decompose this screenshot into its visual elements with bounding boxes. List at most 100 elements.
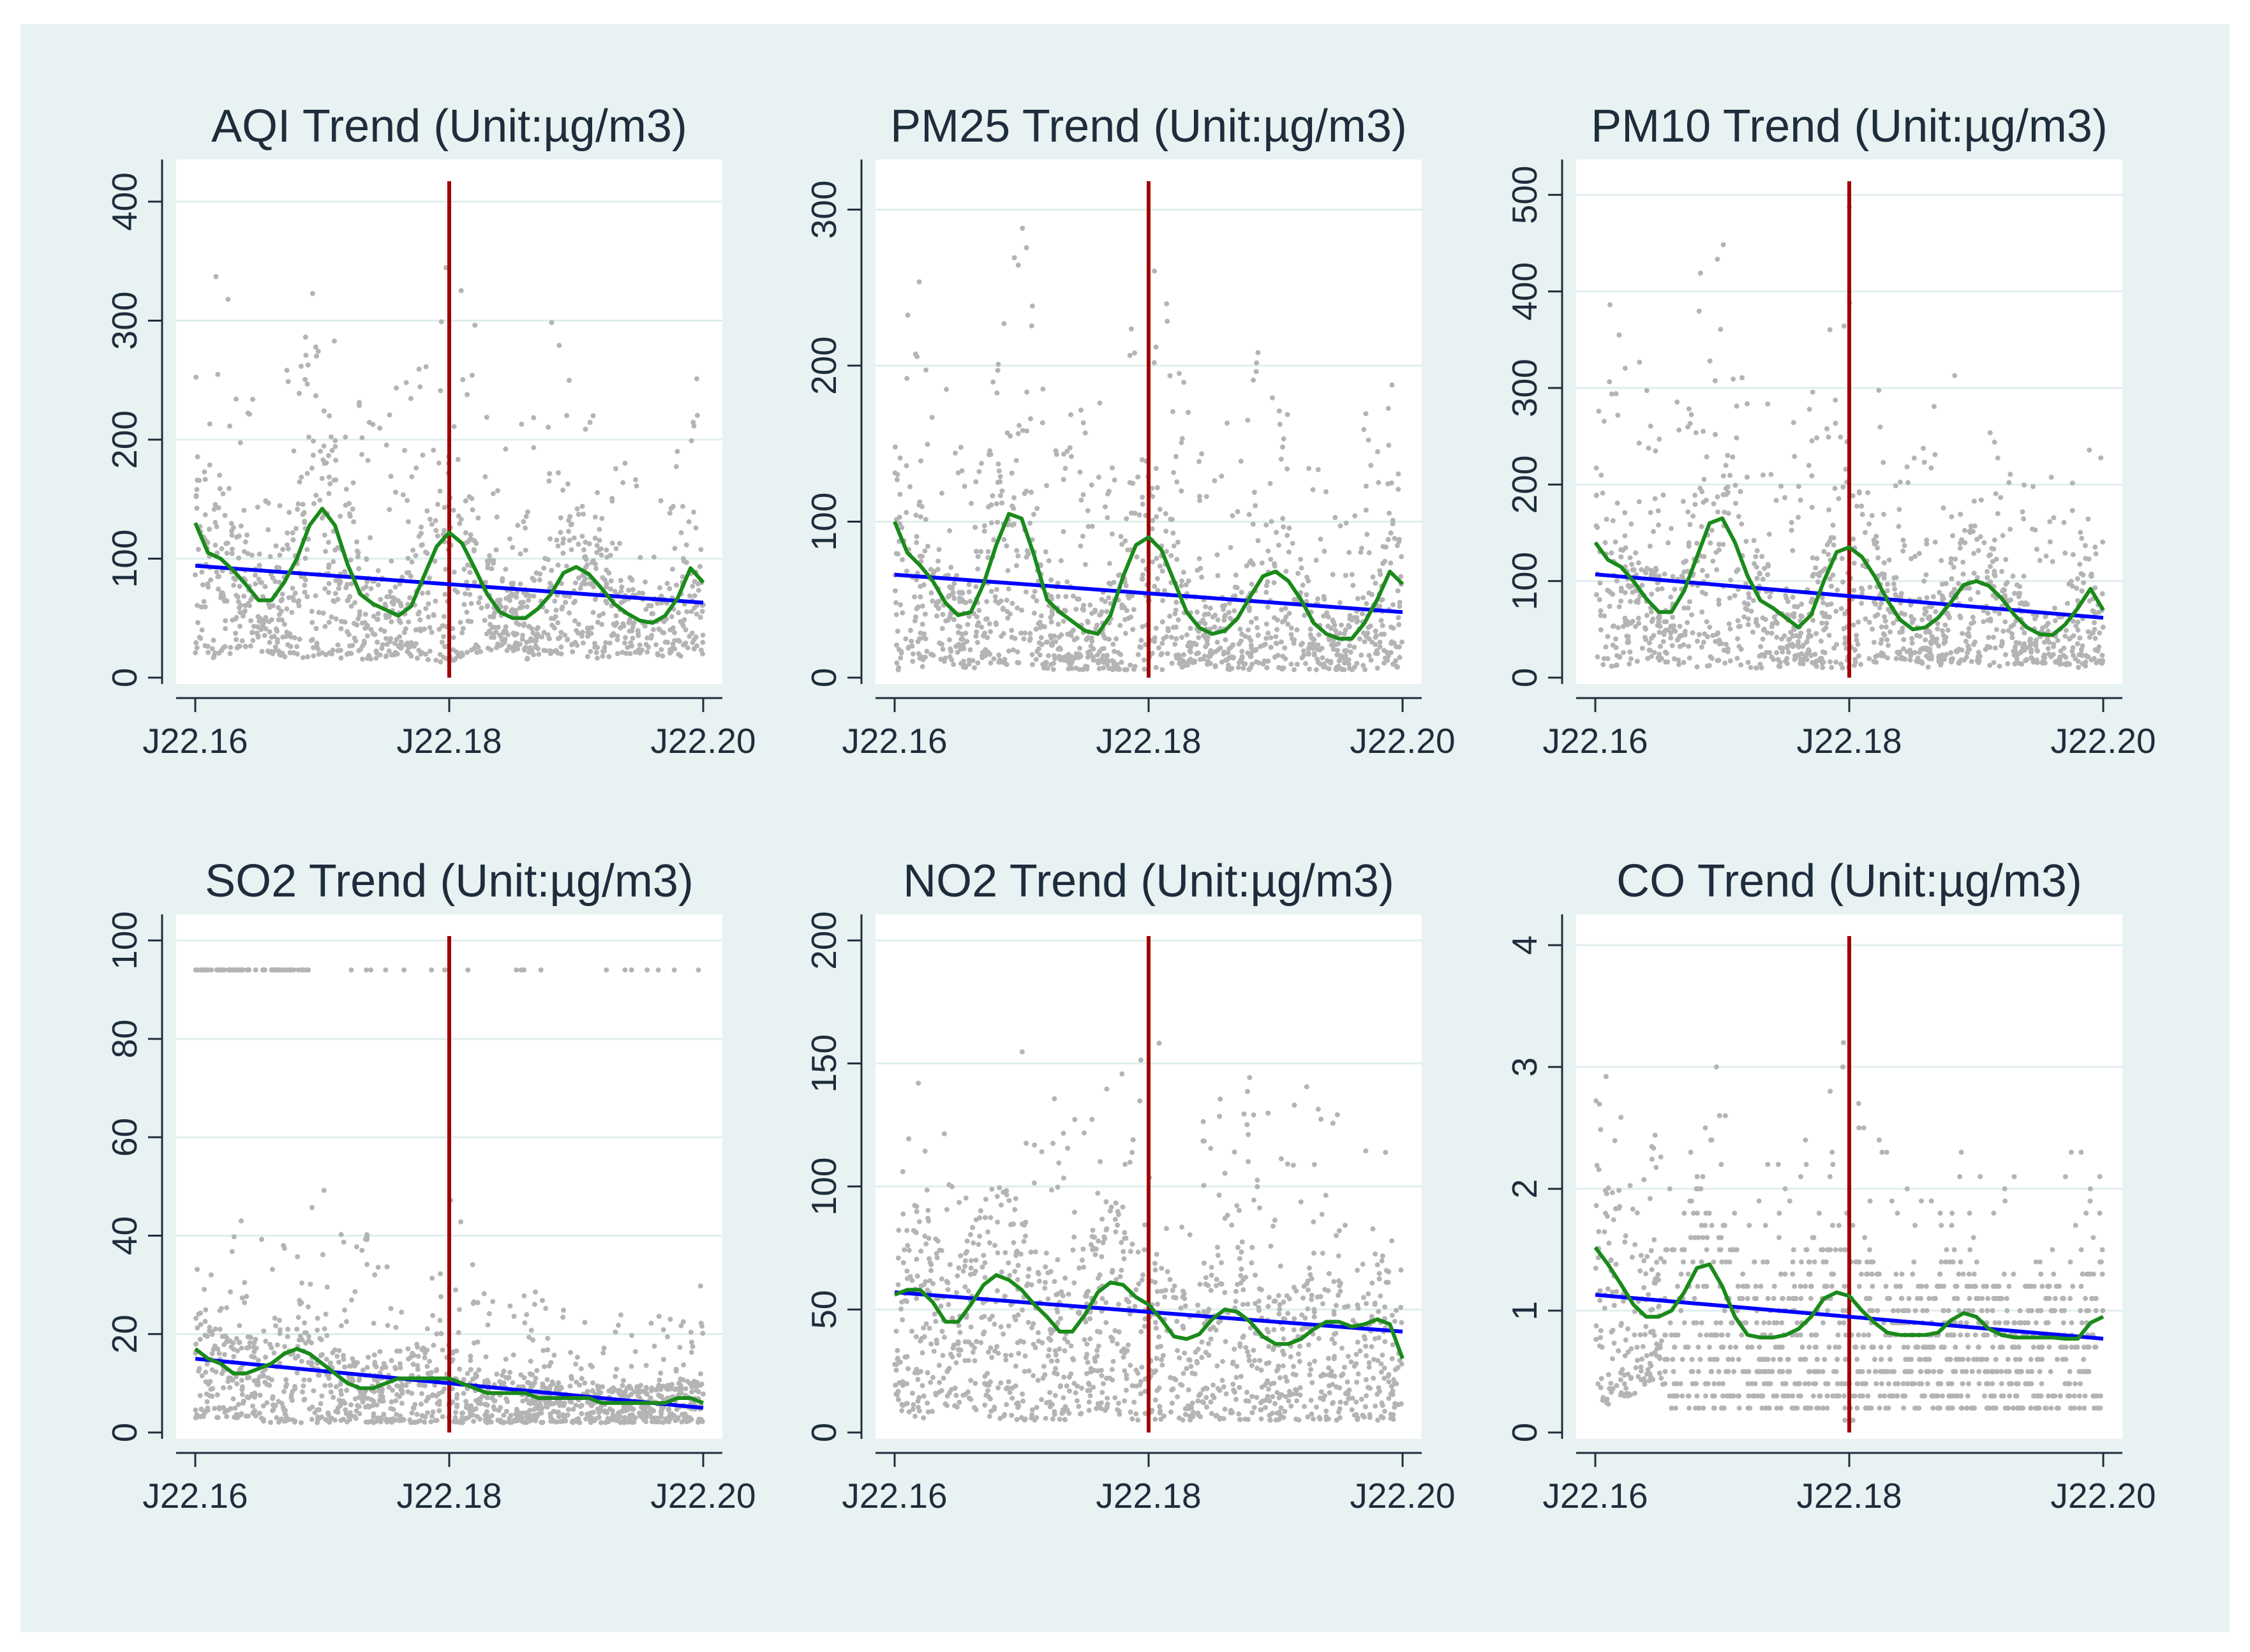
scatter-point xyxy=(326,474,332,480)
scatter-point xyxy=(217,486,223,491)
scatter-point xyxy=(419,590,425,596)
scatter-point xyxy=(606,654,612,660)
scatter-point xyxy=(685,1378,690,1384)
scatter-point xyxy=(543,1306,549,1311)
scatter-point xyxy=(1631,567,1637,573)
scatter-point xyxy=(1066,651,1071,657)
scatter-point xyxy=(1855,641,1861,647)
scatter-point xyxy=(1080,492,1086,498)
scatter-point xyxy=(461,1390,466,1396)
scatter-point xyxy=(1237,627,1243,632)
scatter-point xyxy=(1160,598,1166,604)
scatter-point xyxy=(201,599,207,604)
scatter-point xyxy=(465,562,470,568)
scatter-point xyxy=(697,614,703,620)
scatter-point xyxy=(387,589,393,595)
scatter-point xyxy=(1602,540,1608,546)
scatter-point xyxy=(442,528,447,533)
scatter-point xyxy=(551,1401,556,1406)
scatter-point xyxy=(1388,530,1394,536)
scatter-point xyxy=(1648,510,1653,516)
scatter-point xyxy=(410,547,416,553)
scatter-point xyxy=(1881,512,1886,517)
scatter-point xyxy=(338,514,343,519)
scatter-point xyxy=(1644,565,1650,571)
scatter-point xyxy=(335,1410,341,1415)
scatter-point xyxy=(329,614,334,620)
scatter-point xyxy=(683,627,689,632)
scatter-point xyxy=(991,537,997,542)
scatter-point xyxy=(1029,303,1035,309)
scatter-point xyxy=(205,584,211,590)
scatter-point xyxy=(343,486,349,492)
scatter-point xyxy=(895,667,901,673)
scatter-point xyxy=(350,480,356,486)
scatter-point xyxy=(325,1410,331,1416)
scatter-point xyxy=(212,519,218,525)
scatter-point xyxy=(267,554,273,560)
scatter-point xyxy=(1643,637,1648,643)
scatter-point xyxy=(1856,619,1861,625)
scatter-point xyxy=(2076,652,2082,658)
scatter-point xyxy=(1175,539,1181,545)
scatter-point xyxy=(1323,489,1329,495)
scatter-point xyxy=(1986,635,1992,640)
scatter-point xyxy=(545,1347,550,1353)
scatter-point xyxy=(1607,302,1613,308)
scatter-point xyxy=(209,646,215,651)
scatter-point xyxy=(1315,657,1320,662)
scatter-point xyxy=(436,1408,442,1413)
scatter-point xyxy=(594,542,600,548)
scatter-point xyxy=(611,621,616,627)
scatter-point xyxy=(456,1307,462,1313)
scatter-point xyxy=(467,537,473,542)
scatter-point xyxy=(1697,271,1703,276)
scatter-point xyxy=(627,629,632,634)
scatter-point xyxy=(1851,588,1857,593)
scatter-point xyxy=(600,575,606,581)
scatter-point xyxy=(336,1348,342,1353)
scatter-point xyxy=(1712,378,1718,383)
scatter-point xyxy=(912,594,918,600)
scatter-point xyxy=(474,643,480,649)
scatter-point xyxy=(1672,586,1678,592)
scatter-point xyxy=(2005,661,2011,667)
scatter-point xyxy=(346,501,352,507)
scatter-point xyxy=(562,632,568,638)
scatter-point xyxy=(1750,629,1755,635)
scatter-point xyxy=(1978,497,1984,503)
scatter-point xyxy=(2062,550,2068,556)
scatter-point xyxy=(527,593,533,599)
scatter-point xyxy=(394,1392,400,1397)
scatter-point xyxy=(294,651,300,657)
scatter-point xyxy=(1674,637,1680,643)
scatter-point xyxy=(1355,596,1360,602)
scatter-point xyxy=(1150,517,1156,523)
scatter-point xyxy=(288,644,294,650)
scatter-point xyxy=(1791,614,1797,620)
scatter-point xyxy=(680,642,686,648)
scatter-point xyxy=(1720,542,1726,547)
scatter-point xyxy=(416,609,422,615)
scatter-point xyxy=(1824,620,1829,626)
scatter-point xyxy=(1715,509,1720,515)
scatter-point xyxy=(1841,626,1847,632)
scatter-point xyxy=(241,1399,246,1404)
scatter-point xyxy=(235,599,241,605)
scatter-point xyxy=(451,569,457,575)
scatter-point xyxy=(223,618,228,623)
scatter-point xyxy=(1249,581,1255,587)
scatter-point xyxy=(1867,584,1873,590)
scatter-point xyxy=(1939,558,1944,563)
scatter-point xyxy=(697,563,703,569)
scatter-point xyxy=(1105,659,1110,665)
scatter-point xyxy=(549,320,555,325)
scatter-point xyxy=(246,1344,251,1350)
scatter-point xyxy=(1960,560,1966,565)
scatter-point xyxy=(488,614,493,620)
scatter-point xyxy=(1196,459,1202,465)
scatter-point xyxy=(2015,659,2020,665)
scatter-point xyxy=(975,554,981,560)
scatter-point xyxy=(1245,417,1251,423)
scatter-point xyxy=(1722,660,1728,666)
